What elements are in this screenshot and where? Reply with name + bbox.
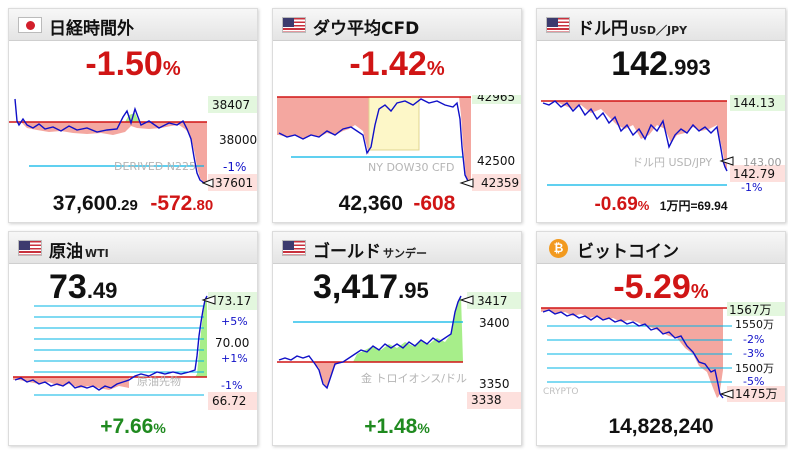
chart-watermark: NY DOW30 CFD [368,161,454,174]
card-title: ドル円 USD／JPY [577,19,688,39]
yen-conversion: 1万円=69.94 [659,199,728,213]
price-footer: +1.48% [364,415,430,438]
price-label-high: 144.13 [733,96,775,110]
change-value: -572 [150,192,193,215]
current-price: 37,600 [52,192,118,215]
card-title: ゴールド サンデー [313,242,427,262]
bitcoin-card[interactable]: ₿ ビットコイン -5.29% 1567万 1550万 -2% -3% 1500… [536,231,786,446]
price-label-low: 37601 [215,176,253,190]
us-flag-icon [546,17,570,33]
price-label-low: 1475万 [735,387,778,401]
usdjpy-card[interactable]: ドル円 USD／JPY 142.993 144.13 143.00 142.79 … [536,8,786,223]
intraday-chart: 3417 3400 3350 3338 金 トロイオンス/ドル [277,292,521,409]
card-header: 原油 WTI [9,232,257,264]
price-label-mid: 143.00 [743,156,782,169]
intraday-chart: 73.17 +5% 70.00 +1% -1% 66.72 原油先物 [13,292,257,410]
price-footer: 42,360 -608 [273,192,521,216]
price-footer: -0.69% 1万円=69.94 [594,194,728,215]
chart-watermark: DERIVED N225 [114,160,196,173]
gold-card[interactable]: ゴールド サンデー 3,417.95 3417 3400 3350 3338 金 … [272,231,522,446]
price-footer: 37,600.29 -572.80 [52,192,214,215]
intraday-chart: 42965 42500 42359 NY DOW30 CFD [277,95,521,191]
change-value: -608 [413,192,456,215]
japan-flag-icon [18,17,42,33]
price-label-mid: 42500 [477,154,515,168]
us-flag-icon [282,240,306,256]
card-title: ビットコイン [577,242,679,262]
price-footer: +7.66% [100,415,166,438]
current-price: 142.993 [611,45,711,83]
chart-watermark: CRYPTO [543,387,578,397]
change-percent: +7.66 [100,415,154,438]
change-percent: -1.50% [85,45,181,83]
pct-label-minus1: -1% [221,379,242,392]
current-price: 42,360 [338,192,403,215]
card-header: ダウ平均CFD [273,9,521,41]
bitcoin-icon: ₿ [549,239,568,258]
price-label-low: 66.72 [212,394,246,408]
us-flag-icon [18,240,42,256]
price-label-high: 73.17 [217,294,251,308]
us-flag-icon [282,17,306,33]
price-label-mid: 38000 [219,133,257,147]
pct-label: -1% [741,181,762,191]
card-header: ドル円 USD／JPY [537,9,785,41]
card-header: ゴールド サンデー [273,232,521,264]
crude-oil-card[interactable]: 原油 WTI 73.49 73.17 +5% 70.00 +1% -1% 66.7… [8,231,258,446]
price-label-high: 42965 [477,95,515,104]
nikkei-card[interactable]: 日経時間外 -1.50% 38407 38000 -1% 37601 DERIV… [8,8,258,223]
chart-watermark: 金 トロイオンス/ドル [361,371,467,385]
pct-label-minus5: -5% [743,375,764,388]
change-percent: +1.48 [364,415,418,438]
price-label-1550: 1550万 [735,318,774,331]
price-label-low: 3338 [471,393,502,407]
card-header: ₿ ビットコイン [537,232,785,264]
price-label-third: 3350 [479,377,510,391]
card-header: 日経時間外 [9,9,257,41]
card-title: ダウ平均CFD [313,19,420,39]
change-percent: -1.42% [349,45,445,83]
price-footer: 14,828,240 [537,415,785,439]
dow-cfd-card[interactable]: ダウ平均CFD -1.42% 42965 42500 42359 NY DOW3… [272,8,522,223]
card-title: 日経時間外 [49,19,134,39]
current-price: 73.49 [49,268,118,306]
price-label-high: 1567万 [729,303,772,317]
intraday-chart: 38407 38000 -1% 37601 DERIVED N225 [9,96,257,191]
pct-label-minus2: -2% [743,333,764,346]
price-label-high: 3417 [477,294,508,308]
chart-watermark: 原油先物 [137,374,181,388]
pct-label: -1% [223,160,246,174]
pct-label-plus1: +1% [221,352,248,365]
price-label-1500: 1500万 [735,362,774,375]
change-percent: -0.69 [594,194,638,215]
change-percent: -5.29% [613,268,709,306]
price-label-high: 38407 [212,98,250,112]
current-price: 3,417.95 [313,268,429,306]
price-label-mid: 70.00 [215,336,249,350]
pct-label-plus5: +5% [221,315,248,328]
intraday-chart: 144.13 143.00 142.79 -1% ドル円 USD/JPY [541,95,785,191]
price-label-mid: 3400 [479,316,510,330]
chart-watermark: ドル円 USD/JPY [632,156,712,169]
current-price: 14,828,240 [608,415,714,438]
price-label-low: 42359 [481,176,519,190]
price-label-low: 142.79 [733,167,775,181]
pct-label-minus3: -3% [743,347,764,360]
intraday-chart: 1567万 1550万 -2% -3% 1500万 -5% 1475万 CRYP… [541,302,785,402]
card-title: 原油 WTI [49,242,109,262]
